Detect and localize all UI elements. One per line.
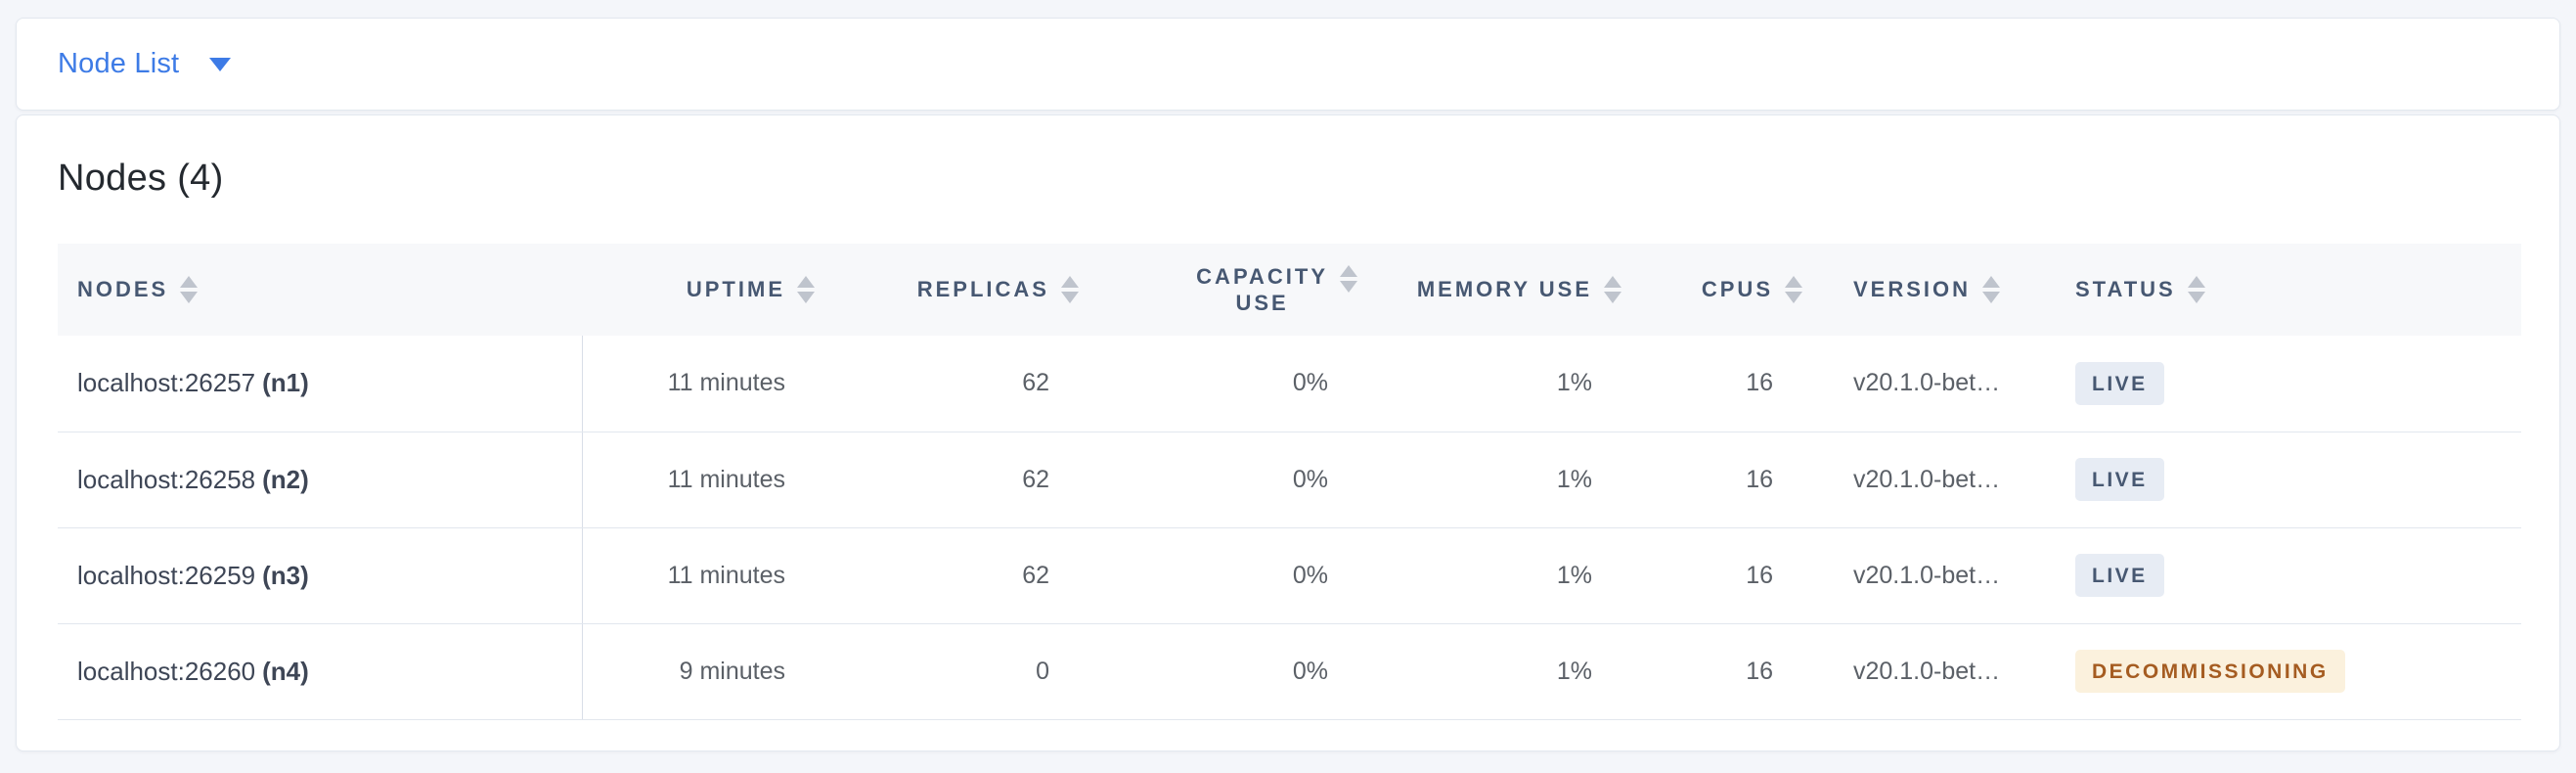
column-label: REPLICAS — [916, 277, 1049, 301]
capacity-use-cell: 0% — [1087, 527, 1365, 624]
sort-icon — [1604, 276, 1621, 303]
node-host: localhost:26259 — [77, 560, 256, 590]
memory-use-cell: 1% — [1365, 527, 1629, 624]
status-cell: LIVE — [2060, 432, 2521, 528]
status-cell: LIVE — [2060, 336, 2521, 432]
column-label: NODES — [77, 277, 169, 301]
node-host: localhost:26257 — [77, 368, 256, 398]
status-badge: LIVE — [2075, 458, 2164, 501]
capacity-use-cell: 0% — [1087, 623, 1365, 720]
node-list-dropdown[interactable]: Node List — [58, 48, 232, 79]
view-selector-bar: Node List — [16, 18, 2560, 111]
sort-icon — [1785, 276, 1802, 303]
node-address-cell: localhost:26258 (n2) — [58, 432, 583, 528]
column-header-capacity-use[interactable]: CAPACITY USE — [1087, 244, 1365, 336]
node-address-cell: localhost:26259 (n3) — [58, 527, 583, 624]
replicas-cell: 62 — [822, 336, 1087, 432]
version-cell: v20.1.0-bet… — [1810, 527, 2060, 624]
memory-use-cell: 1% — [1365, 623, 1629, 720]
uptime-cell: 9 minutes — [582, 623, 822, 720]
version-cell: v20.1.0-bet… — [1810, 336, 2060, 432]
version-cell: v20.1.0-bet… — [1810, 623, 2060, 720]
column-label: STATUS — [2075, 277, 2176, 301]
cpus-cell: 16 — [1629, 527, 1810, 624]
column-header-nodes[interactable]: NODES — [58, 244, 582, 336]
cpus-cell: 16 — [1629, 336, 1810, 432]
replicas-cell: 62 — [822, 527, 1087, 624]
capacity-use-cell: 0% — [1087, 432, 1365, 528]
sort-icon — [180, 276, 199, 303]
node-address-cell: localhost:26260 (n4) — [58, 623, 583, 720]
chevron-down-icon — [209, 57, 232, 71]
table-row: localhost:26258 (n2) 11 minutes 62 0% 1% … — [58, 432, 2521, 528]
uptime-cell: 11 minutes — [582, 527, 822, 624]
replicas-cell: 62 — [822, 432, 1087, 528]
nodes-table: NODES UPTIME REPLICAS CAPACITY USE MEMOR… — [58, 244, 2521, 720]
node-id: (n1) — [262, 368, 309, 398]
column-header-cpus[interactable]: CPUS — [1629, 244, 1810, 336]
column-label: UPTIME — [686, 277, 785, 301]
column-header-status[interactable]: STATUS — [2060, 244, 2521, 336]
sort-icon — [2187, 276, 2205, 303]
status-badge: LIVE — [2075, 361, 2164, 405]
capacity-use-cell: 0% — [1087, 336, 1365, 432]
version-cell: v20.1.0-bet… — [1810, 432, 2060, 528]
cpus-cell: 16 — [1629, 623, 1810, 720]
sort-icon — [797, 276, 815, 303]
node-id: (n4) — [262, 656, 309, 686]
table-header-row: NODES UPTIME REPLICAS CAPACITY USE MEMOR… — [58, 244, 2521, 336]
column-header-replicas[interactable]: REPLICAS — [822, 244, 1087, 336]
status-cell: DECOMMISSIONING — [2060, 623, 2521, 720]
node-host: localhost:26260 — [77, 656, 256, 686]
status-badge: DECOMMISSIONING — [2075, 650, 2345, 693]
node-id: (n3) — [262, 560, 309, 590]
column-header-version[interactable]: VERSION — [1810, 244, 2060, 336]
node-list-dropdown-label: Node List — [58, 48, 180, 79]
node-host: localhost:26258 — [77, 464, 256, 494]
replicas-cell: 0 — [822, 623, 1087, 720]
uptime-cell: 11 minutes — [582, 432, 822, 528]
column-header-memory-use[interactable]: MEMORY USE — [1365, 244, 1629, 336]
sort-icon — [1061, 276, 1079, 303]
node-id: (n2) — [262, 464, 309, 494]
memory-use-cell: 1% — [1365, 432, 1629, 528]
table-row: localhost:26260 (n4) 9 minutes 0 0% 1% 16… — [58, 623, 2521, 720]
sort-icon — [1340, 265, 1357, 293]
cpus-cell: 16 — [1629, 432, 1810, 528]
table-row: localhost:26257 (n1) 11 minutes 62 0% 1% … — [58, 336, 2521, 432]
memory-use-cell: 1% — [1365, 336, 1629, 432]
status-cell: LIVE — [2060, 527, 2521, 624]
nodes-section: Nodes (4) NODES UPTIME REPLICAS CAPACITY… — [16, 114, 2560, 751]
sort-icon — [1982, 276, 2001, 303]
column-label: CAPACITY USE — [1196, 264, 1328, 315]
table-row: localhost:26259 (n3) 11 minutes 62 0% 1% … — [58, 527, 2521, 624]
column-header-uptime[interactable]: UPTIME — [582, 244, 822, 336]
status-badge: LIVE — [2075, 554, 2164, 597]
column-label: MEMORY USE — [1416, 277, 1592, 301]
column-label: CPUS — [1701, 277, 1773, 301]
section-title: Nodes (4) — [58, 158, 224, 199]
node-address-cell: localhost:26257 (n1) — [58, 336, 583, 432]
column-label: VERSION — [1853, 277, 1972, 301]
uptime-cell: 11 minutes — [582, 336, 822, 432]
